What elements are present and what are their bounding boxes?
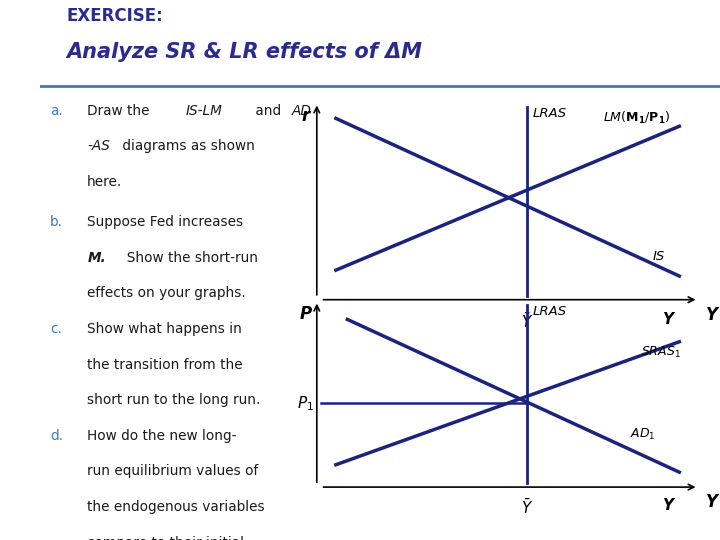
- Text: c.: c.: [50, 322, 62, 336]
- Text: Y: Y: [706, 306, 718, 323]
- Text: the endogenous variables: the endogenous variables: [87, 500, 265, 514]
- Text: a.: a.: [50, 104, 63, 118]
- Text: compare to their initial: compare to their initial: [87, 536, 244, 540]
- Text: d.: d.: [50, 429, 63, 443]
- Text: EXERCISE:: EXERCISE:: [67, 8, 163, 25]
- Text: P: P: [300, 305, 312, 322]
- Text: Y: Y: [662, 312, 673, 327]
- Text: $SRAS_1$: $SRAS_1$: [641, 346, 681, 361]
- Text: Suppose Fed increases: Suppose Fed increases: [87, 215, 243, 229]
- Text: effects on your graphs.: effects on your graphs.: [87, 286, 246, 300]
- Text: Show what happens in: Show what happens in: [87, 322, 242, 336]
- Text: run equilibrium values of: run equilibrium values of: [87, 464, 258, 478]
- Text: IS-LM: IS-LM: [186, 104, 222, 118]
- Text: 77: 77: [685, 510, 702, 524]
- Text: the transition from the: the transition from the: [87, 357, 243, 372]
- Text: IS: IS: [652, 250, 665, 263]
- Text: short run to the long run.: short run to the long run.: [87, 393, 261, 407]
- Text: $\bar{Y}$: $\bar{Y}$: [521, 312, 533, 330]
- Text: and: and: [251, 104, 285, 118]
- Text: Y: Y: [706, 492, 718, 511]
- Text: M.: M.: [87, 251, 106, 265]
- Text: LRAS: LRAS: [532, 106, 567, 119]
- Text: Draw the: Draw the: [87, 104, 154, 118]
- Text: $LM(\mathbf{M_1}/\mathbf{P_1})$: $LM(\mathbf{M_1}/\mathbf{P_1})$: [603, 110, 670, 126]
- Text: AD: AD: [292, 104, 311, 118]
- Text: $AD_1$: $AD_1$: [630, 427, 655, 442]
- Text: $\bar{Y}$: $\bar{Y}$: [521, 498, 533, 517]
- Text: Show the short-run: Show the short-run: [118, 251, 258, 265]
- Text: $P_1$: $P_1$: [297, 394, 314, 413]
- Text: here.: here.: [87, 175, 122, 189]
- Text: How do the new long-: How do the new long-: [87, 429, 237, 443]
- Text: Analyze SR & LR effects of ΔM: Analyze SR & LR effects of ΔM: [67, 42, 423, 62]
- Text: Y: Y: [662, 498, 673, 513]
- Text: -AS: -AS: [87, 139, 110, 153]
- Text: diagrams as shown: diagrams as shown: [118, 139, 255, 153]
- Text: CHAPTER 10   Aggregate Demand I: CHAPTER 10 Aggregate Demand I: [50, 510, 282, 524]
- Text: r: r: [301, 106, 310, 125]
- Text: LRAS: LRAS: [532, 305, 567, 318]
- Text: b.: b.: [50, 215, 63, 229]
